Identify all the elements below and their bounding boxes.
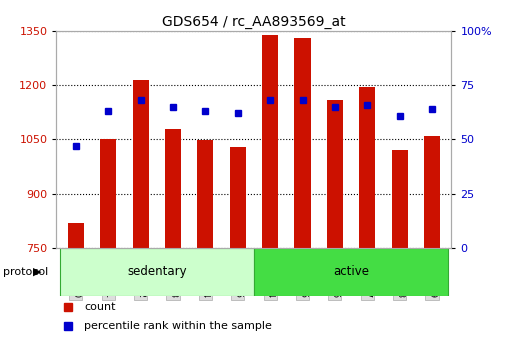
- Title: GDS654 / rc_AA893569_at: GDS654 / rc_AA893569_at: [162, 14, 346, 29]
- Bar: [359, 87, 376, 248]
- Bar: [100, 139, 116, 248]
- Bar: [165, 129, 181, 248]
- Bar: [198, 140, 213, 248]
- Bar: [294, 38, 310, 248]
- Bar: [424, 136, 440, 248]
- Bar: [391, 150, 408, 248]
- Text: count: count: [84, 302, 115, 312]
- Text: ▶: ▶: [33, 267, 42, 277]
- Bar: [60, 248, 254, 296]
- Bar: [327, 100, 343, 248]
- Text: protocol: protocol: [3, 267, 48, 277]
- Bar: [254, 248, 448, 296]
- Text: percentile rank within the sample: percentile rank within the sample: [84, 321, 272, 331]
- Bar: [230, 147, 246, 248]
- Text: active: active: [333, 265, 369, 278]
- Bar: [68, 223, 84, 248]
- Bar: [132, 80, 149, 248]
- Text: sedentary: sedentary: [127, 265, 187, 278]
- Bar: [262, 34, 278, 248]
